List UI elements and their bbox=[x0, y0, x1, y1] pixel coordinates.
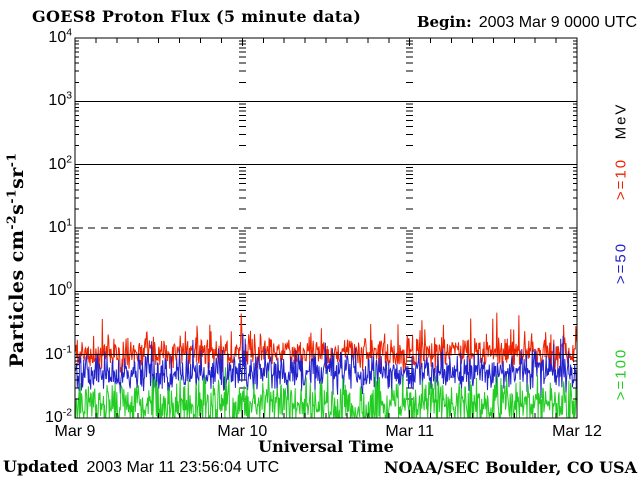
y-tick-label: 101 bbox=[48, 217, 72, 236]
begin-label: Begin: bbox=[416, 13, 472, 31]
begin-timestamp: Begin: 2003 Mar 9 0000 UTC bbox=[417, 13, 637, 32]
updated-timestamp: Updated 2003 Mar 11 23:56:04 UTC bbox=[3, 457, 279, 477]
series-traces bbox=[75, 312, 577, 418]
x-tick-label: Mar 11 bbox=[385, 423, 434, 440]
x-tick-label: Mar 10 bbox=[217, 423, 268, 440]
x-tick-label: Mar 12 bbox=[552, 423, 602, 440]
chart-title: GOES8 Proton Flux (5 minute data) bbox=[32, 7, 362, 26]
x-axis-title: Universal Time bbox=[258, 437, 394, 456]
y-tick-label: 10-2 bbox=[44, 407, 72, 426]
solid-gridlines bbox=[75, 100, 577, 356]
trace-ge50 bbox=[75, 333, 577, 399]
axis-ticks bbox=[75, 38, 577, 418]
plot-frame bbox=[74, 37, 578, 419]
updated-value: 2003 Mar 11 23:56:04 UTC bbox=[86, 459, 280, 476]
begin-value: 2003 Mar 9 0000 UTC bbox=[478, 14, 637, 31]
updated-label: Updated bbox=[3, 457, 79, 476]
y-tick-label: 102 bbox=[48, 154, 72, 173]
y-tick-label: 100 bbox=[48, 281, 72, 300]
x-tick-label: Mar 9 bbox=[54, 423, 96, 440]
y-tick-label: 104 bbox=[48, 27, 72, 46]
source-credit: NOAA/SEC Boulder, CO USA bbox=[383, 458, 637, 477]
y-tick-label: 103 bbox=[48, 91, 72, 110]
y-tick-label: 10-1 bbox=[44, 344, 72, 363]
